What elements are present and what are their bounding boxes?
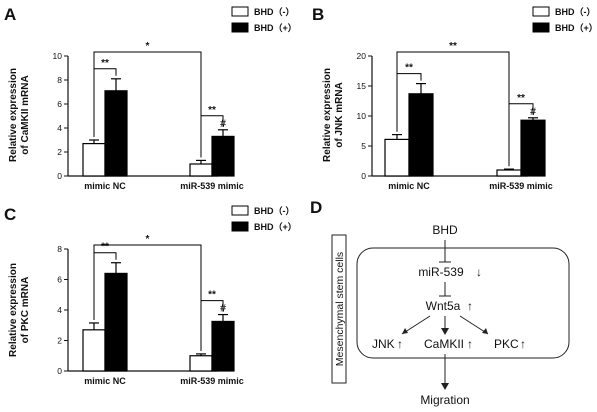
category-label: mimic NC — [84, 181, 126, 191]
bar — [384, 138, 410, 177]
y-tick-label: 2 — [57, 147, 62, 157]
significance-bracket — [93, 244, 202, 351]
category-label: miR-539 mimic — [180, 376, 244, 386]
y-tick-label: 5 — [361, 141, 366, 151]
bar — [82, 329, 106, 372]
y-tick-label: 10 — [357, 111, 367, 121]
chart-c: 0 2 4 6 8 Relative expressionof PKC mRNA mimic… — [8, 205, 297, 386]
y-tick-label: 0 — [361, 171, 366, 181]
chart-a: 0 2 4 6 8 10 Relative expressionof CaMKII mRNA… — [8, 6, 297, 191]
bar — [104, 272, 128, 372]
pkc-up-arrow: ↑ — [520, 337, 526, 351]
y-tick-label: 8 — [57, 75, 62, 85]
y-axis-label-line: Relative expression — [8, 68, 19, 162]
panel-label-d: D — [310, 198, 322, 217]
legend-label: BHD（+） — [555, 23, 597, 33]
y-axis-label: Relative expressionof CaMKII mRNA — [8, 68, 31, 162]
mir539-down-arrow: ↓ — [476, 265, 482, 279]
bar — [189, 355, 213, 372]
y-tick-label: 4 — [57, 305, 62, 315]
significance-label: ** — [449, 41, 457, 52]
category-label: mimic NC — [84, 376, 126, 386]
hash-marker: # — [530, 106, 537, 118]
legend-swatch — [231, 6, 249, 17]
bar — [211, 320, 235, 372]
significance-label: ** — [405, 63, 413, 74]
panel-label-c: C — [4, 205, 16, 224]
legend-label: BHD（-） — [254, 7, 295, 17]
category-label: miR-539 mimic — [180, 181, 244, 191]
jnk-up-arrow: ↑ — [397, 337, 403, 351]
significance-bracket — [396, 51, 510, 167]
mir539-text: miR-539 — [418, 265, 464, 279]
significance-label: * — [146, 234, 150, 245]
panel-label-a: A — [4, 5, 16, 24]
bar — [189, 163, 213, 177]
y-axis-label-line: Relative expression — [322, 68, 333, 162]
legend-label: BHD（-） — [555, 7, 596, 17]
y-axis-label-line: of PKC mRNA — [20, 277, 31, 344]
camk-text: CaMKII — [424, 337, 464, 351]
bar — [408, 93, 434, 177]
legend-swatch — [532, 6, 550, 17]
significance-label: ** — [101, 242, 109, 253]
wnt5a-text: Wnt5a — [426, 299, 461, 313]
bar — [520, 119, 546, 177]
legend-swatch — [231, 22, 249, 33]
y-axis-label-line: of CaMKII mRNA — [20, 75, 31, 154]
legend-label: BHD（-） — [254, 206, 295, 216]
hash-marker: # — [220, 303, 227, 315]
side-label-box — [331, 234, 347, 384]
arrow-to-jnk-head — [402, 328, 408, 334]
bar — [104, 90, 128, 177]
significance-bracket — [93, 51, 202, 158]
y-axis-label-line: Relative expression — [8, 263, 19, 357]
migration-text: Migration — [420, 393, 469, 407]
y-tick-label: 4 — [57, 123, 62, 133]
y-tick-label: 8 — [57, 244, 62, 254]
category-label: mimic NC — [388, 181, 430, 191]
arrow-to-pkc-line — [459, 315, 489, 335]
legend-swatch — [231, 205, 249, 216]
jnk-text: JNK — [372, 337, 395, 351]
side-label: Mesenchymal stem cells — [334, 252, 346, 366]
y-tick-label: 6 — [57, 99, 62, 109]
y-tick-label: 2 — [57, 336, 62, 346]
arrow-to-migration-head — [441, 383, 449, 390]
bhd-text: BHD — [432, 223, 458, 237]
legend-label: BHD（+） — [254, 23, 297, 33]
y-axis-label: Relative expressionof JNK mRNA — [322, 68, 345, 162]
y-tick-label: 15 — [357, 81, 367, 91]
significance-label: ** — [517, 93, 525, 104]
bar — [82, 143, 106, 177]
arrow-to-camk-head — [441, 328, 449, 335]
legend-swatch — [231, 221, 249, 232]
arrow-to-pkc-head — [482, 328, 488, 334]
camk-up-arrow: ↑ — [467, 337, 473, 351]
y-tick-label: 20 — [357, 51, 367, 61]
significance-label: ** — [208, 290, 216, 301]
y-axis-label-line: of JNK mRNA — [334, 82, 345, 148]
significance-label: ** — [208, 105, 216, 116]
y-axis-label: Relative expressionof PKC mRNA — [8, 263, 31, 357]
pkc-text: PKC — [494, 337, 519, 351]
significance-label: ** — [101, 58, 109, 69]
legend-label: BHD（+） — [254, 222, 297, 232]
diagram-d: Mesenchymal stem cells BHD miR-539 ↓ Wnt… — [331, 223, 570, 407]
y-tick-label: 0 — [57, 171, 62, 181]
y-tick-label: 0 — [57, 366, 62, 376]
category-label: miR-539 mimic — [489, 181, 553, 191]
y-tick-label: 6 — [57, 275, 62, 285]
cell-boundary — [356, 247, 570, 359]
panel-label-b: B — [312, 5, 324, 24]
bar — [496, 169, 522, 177]
significance-label: * — [146, 41, 150, 52]
bar — [211, 135, 235, 177]
wnt5a-up-arrow: ↑ — [467, 299, 473, 313]
hash-marker: # — [220, 118, 227, 130]
legend-swatch — [532, 22, 550, 33]
chart-b: 0 5 10 15 20 Relative expressionof JNK mRNA mi… — [322, 6, 597, 191]
y-tick-label: 10 — [53, 51, 63, 61]
